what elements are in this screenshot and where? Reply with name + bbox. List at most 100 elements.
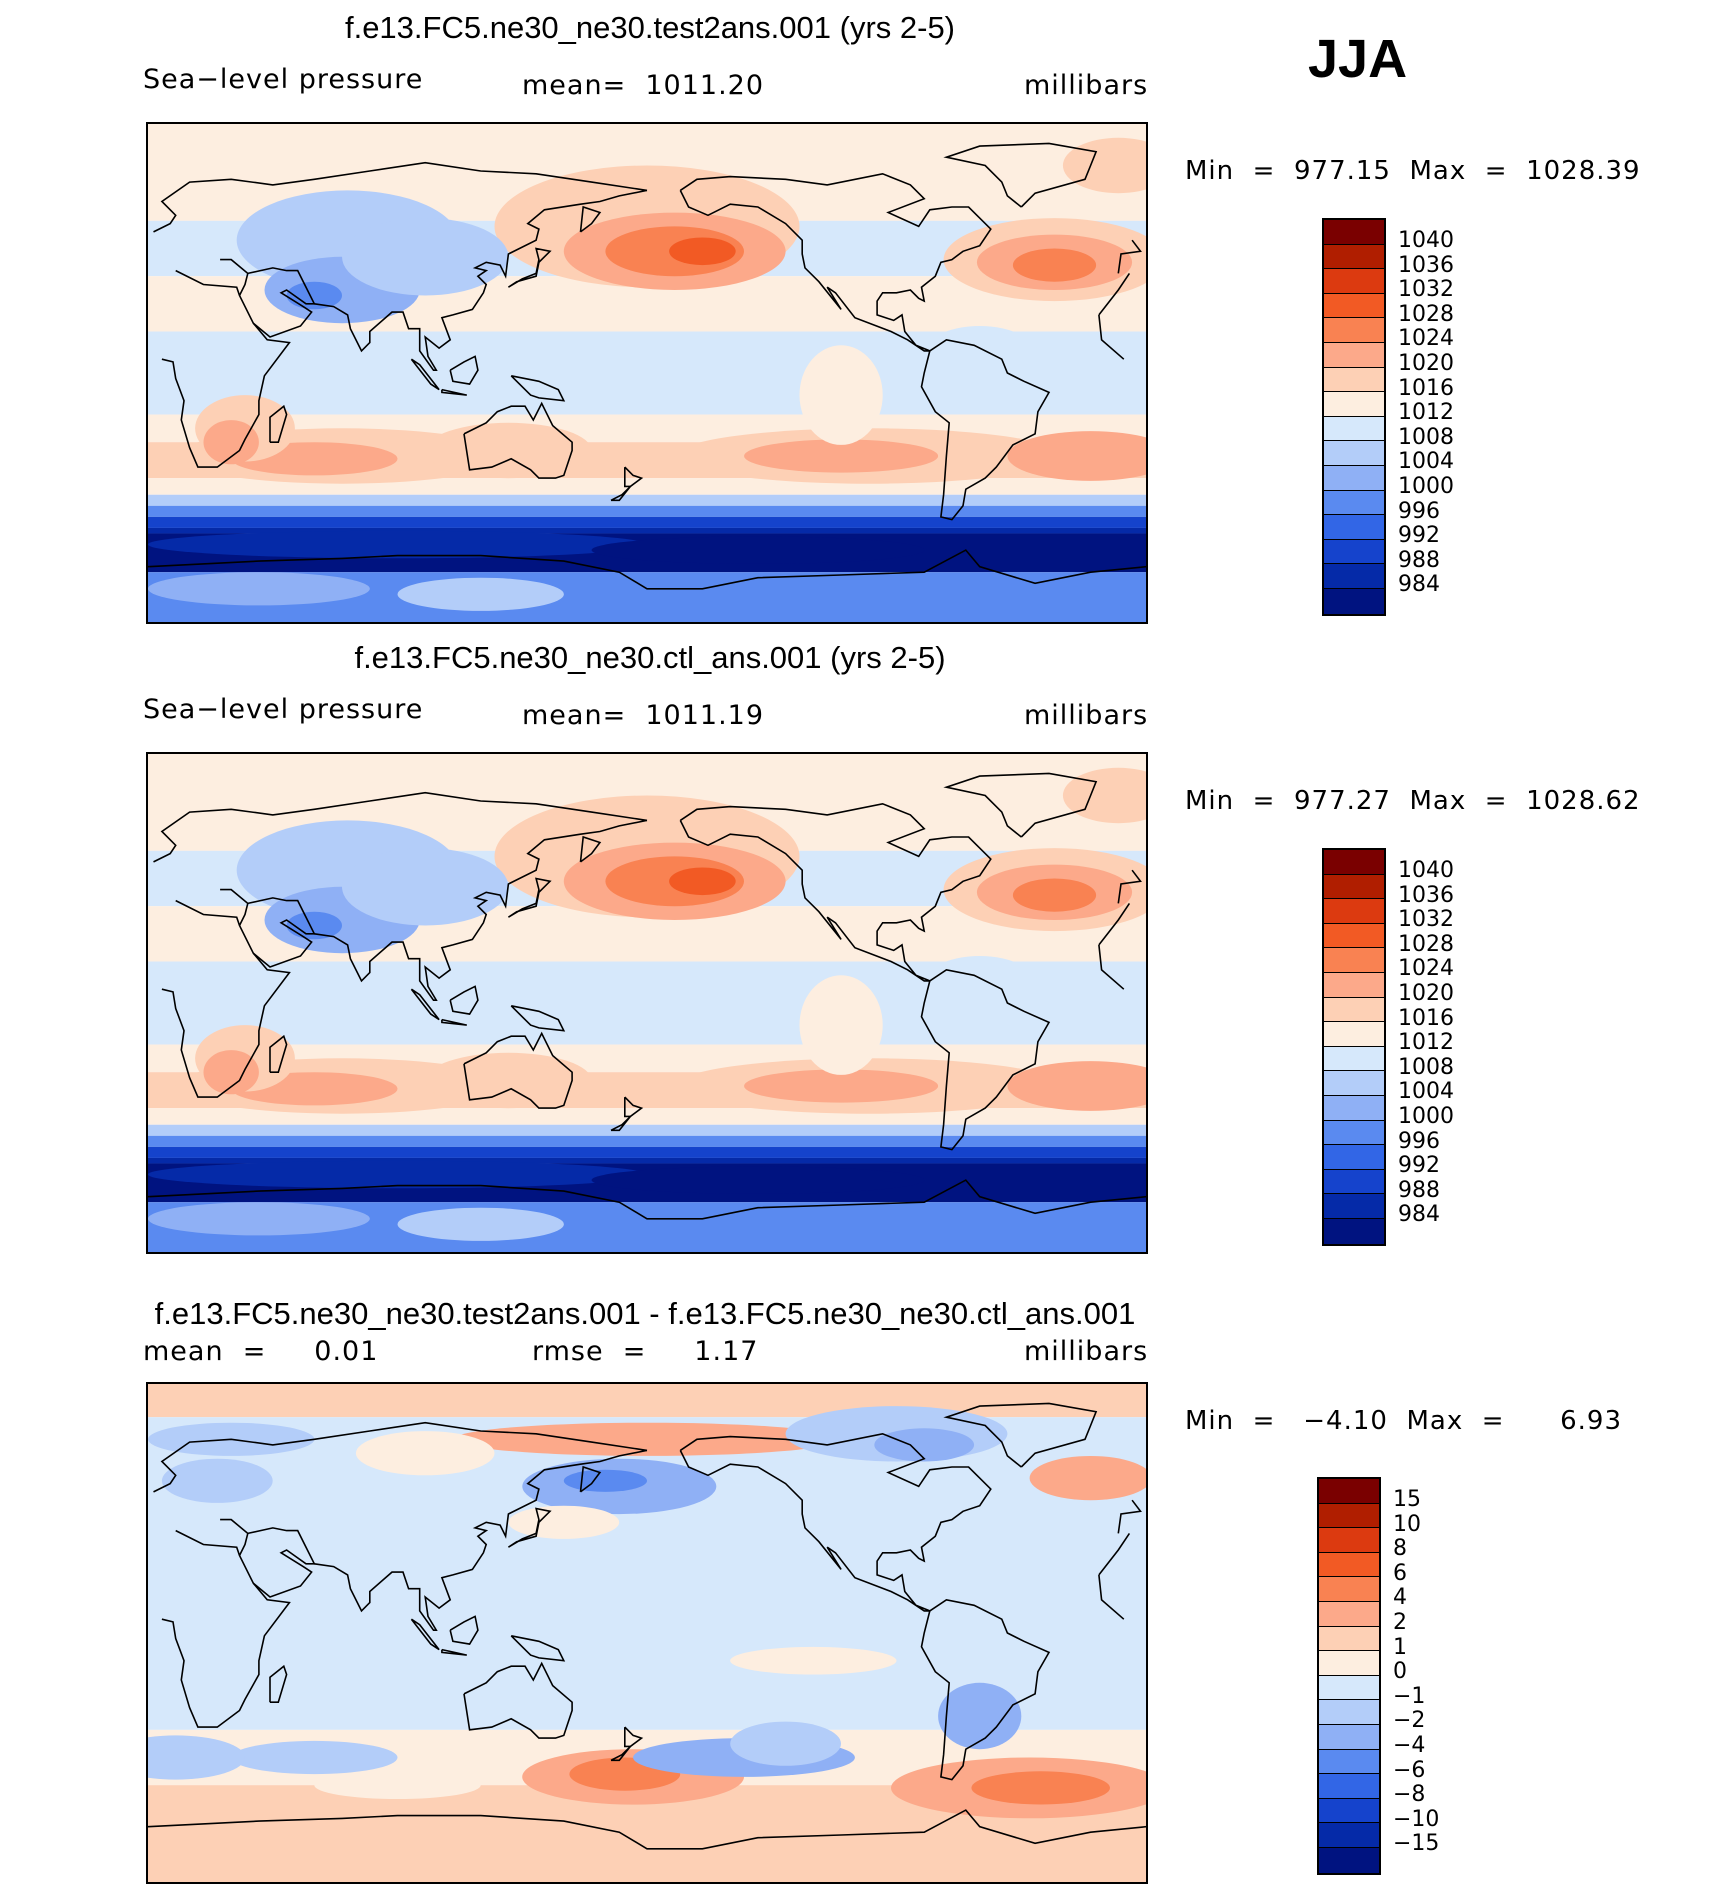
colorbar-tick-label: 0 — [1393, 1659, 1407, 1685]
colorbar-swatch — [1324, 1145, 1384, 1170]
colorbar-tick-label: 1032 — [1398, 907, 1454, 933]
colorbar-swatch — [1319, 1774, 1379, 1799]
colorbar-swatch — [1324, 367, 1384, 393]
colorbar-swatch — [1324, 1194, 1384, 1219]
units-label: millibars — [1024, 70, 1149, 101]
colorbar-swatch — [1319, 1651, 1379, 1676]
center-label: mean= 1011.20 — [522, 70, 765, 101]
colorbar-tick-label: −4 — [1393, 1733, 1426, 1758]
colorbar-tick-label: 1040 — [1398, 228, 1454, 253]
center-label: rmse = 1.17 — [532, 1336, 759, 1367]
colorbar-swatch — [1319, 1503, 1379, 1529]
colorbar-tick-label: 996 — [1398, 498, 1440, 524]
contour-map — [148, 124, 1146, 622]
colorbar-tick-label: 1004 — [1398, 1079, 1454, 1105]
colorbar-swatch — [1324, 392, 1384, 417]
colorbar-swatch — [1324, 490, 1384, 516]
colorbar-swatch — [1319, 1823, 1379, 1848]
colorbar-swatch — [1324, 1046, 1384, 1072]
colorbar-tick-label: 988 — [1398, 547, 1440, 573]
colorbar-swatch — [1324, 850, 1384, 875]
colorbar-tick-label: 1016 — [1398, 1005, 1454, 1031]
colorbar-tick-label: 996 — [1398, 1128, 1440, 1154]
colorbar-swatch — [1319, 1479, 1379, 1504]
contour-map — [148, 754, 1146, 1252]
colorbar-tick-label: 992 — [1398, 1153, 1440, 1179]
colorbar-swatch — [1324, 997, 1384, 1023]
colorbar-swatch — [1324, 539, 1384, 565]
colorbar-swatch — [1324, 1169, 1384, 1195]
colorbar-tick-label: 984 — [1398, 572, 1440, 598]
colorbar-tick-label: 6 — [1393, 1560, 1407, 1586]
colorbar-tick-label: 2 — [1393, 1610, 1407, 1635]
colorbar-swatch — [1324, 318, 1384, 343]
colorbar-swatch — [1319, 1798, 1379, 1824]
colorbar-swatch — [1324, 1095, 1384, 1121]
colorbar-swatch — [1324, 244, 1384, 270]
colorbar-swatch — [1324, 465, 1384, 491]
colorbar-tick-label: 1040 — [1398, 858, 1454, 883]
colorbar-swatch — [1324, 972, 1384, 998]
colorbar-swatch — [1324, 269, 1384, 294]
colorbar-tick-label: 1028 — [1398, 301, 1454, 327]
colorbar-tick-label: 1000 — [1398, 474, 1454, 499]
panel-1: f.e13.FC5.ne30_ne30.test2ans.001 (yrs 2-… — [0, 0, 1710, 630]
colorbar-tick-label: 4 — [1393, 1585, 1407, 1611]
min-max-label: Min = 977.27 Max = 1028.62 — [1185, 786, 1641, 816]
contour-map — [148, 1384, 1146, 1882]
colorbar-swatch — [1324, 948, 1384, 973]
colorbar-swatch — [1324, 1218, 1384, 1244]
colorbar-swatch — [1319, 1528, 1379, 1553]
colorbar-tick-label: 1008 — [1398, 424, 1454, 450]
colorbar — [1322, 848, 1386, 1246]
colorbar-swatch — [1324, 1022, 1384, 1047]
panel-3: f.e13.FC5.ne30_ne30.test2ans.001 - f.e13… — [0, 1260, 1710, 1890]
left-label: Sea−level pressure — [143, 64, 424, 95]
panel-2: f.e13.FC5.ne30_ne30.ctl_ans.001 (yrs 2-5… — [0, 630, 1710, 1260]
min-max-label: Min = −4.10 Max = 6.93 — [1185, 1406, 1622, 1436]
colorbar-tick-label: 1028 — [1398, 931, 1454, 957]
colorbar-tick-label: 1024 — [1398, 956, 1454, 982]
colorbar-swatch — [1319, 1601, 1379, 1627]
left-label: Sea−level pressure — [143, 694, 424, 725]
colorbar-tick-label: −2 — [1393, 1708, 1426, 1734]
colorbar-tick-label: 1012 — [1398, 1030, 1454, 1056]
colorbar-tick-label: 1012 — [1398, 400, 1454, 426]
colorbar-swatch — [1324, 342, 1384, 368]
colorbar-swatch — [1324, 564, 1384, 589]
colorbar-swatch — [1324, 416, 1384, 442]
colorbar-swatch — [1319, 1626, 1379, 1652]
panel-title: f.e13.FC5.ne30_ne30.test2ans.001 - f.e13… — [154, 1296, 1136, 1331]
colorbar-swatch — [1324, 588, 1384, 614]
colorbar-tick-label: 10 — [1393, 1511, 1421, 1537]
colorbar-tick-label: 1036 — [1398, 252, 1454, 278]
colorbar-swatch — [1324, 1071, 1384, 1096]
colorbar-tick-label: 1000 — [1398, 1104, 1454, 1129]
colorbar-swatch — [1319, 1577, 1379, 1602]
colorbar-tick-label: 1024 — [1398, 326, 1454, 352]
colorbar-tick-label: −1 — [1393, 1683, 1426, 1709]
map-plot — [146, 752, 1148, 1254]
colorbar-tick-label: 988 — [1398, 1177, 1440, 1203]
colorbar-swatch — [1324, 1120, 1384, 1146]
colorbar-tick-label: −6 — [1393, 1757, 1426, 1783]
colorbar-tick-label: 1036 — [1398, 882, 1454, 908]
left-label: mean = 0.01 — [143, 1336, 379, 1367]
colorbar-swatch — [1319, 1700, 1379, 1725]
colorbar-tick-label: 1004 — [1398, 449, 1454, 475]
colorbar-tick-label: −10 — [1393, 1806, 1440, 1832]
colorbar-tick-label: 8 — [1393, 1536, 1407, 1562]
colorbar-swatch — [1319, 1724, 1379, 1750]
colorbar-tick-label: 984 — [1398, 1202, 1440, 1228]
colorbar-swatch — [1319, 1749, 1379, 1775]
colorbar-tick-label: −8 — [1393, 1782, 1426, 1808]
colorbar-swatch — [1319, 1675, 1379, 1701]
colorbar-tick-label: 1020 — [1398, 351, 1454, 376]
min-max-label: Min = 977.15 Max = 1028.39 — [1185, 156, 1641, 186]
colorbar-swatch — [1324, 923, 1384, 949]
colorbar-tick-label: 1 — [1393, 1634, 1407, 1660]
colorbar-swatch — [1324, 441, 1384, 466]
colorbar-tick-label: 1016 — [1398, 375, 1454, 401]
colorbar-swatch — [1324, 515, 1384, 540]
colorbar-tick-label: 1032 — [1398, 277, 1454, 303]
